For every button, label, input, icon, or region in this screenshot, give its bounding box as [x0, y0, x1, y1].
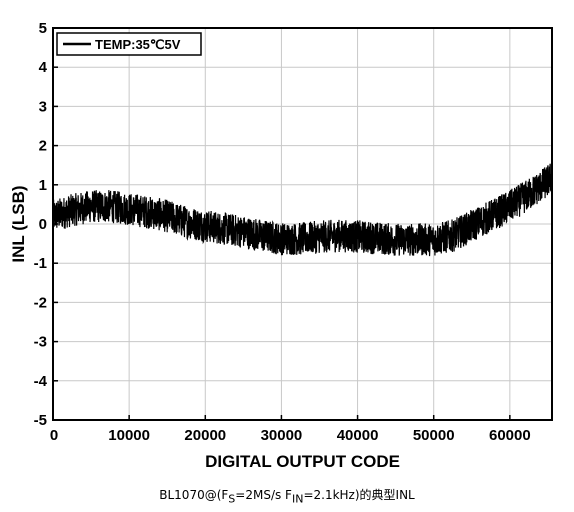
- caption-mid: =2MS/s F: [235, 488, 292, 502]
- x-tick-label: 40000: [337, 427, 379, 444]
- x-tick-label: 50000: [413, 427, 455, 444]
- y-tick-label: -1: [34, 255, 47, 272]
- caption-sub-in: IN: [291, 492, 304, 506]
- x-tick-label: 0: [50, 427, 58, 444]
- legend-entry: TEMP:35℃5V: [95, 37, 181, 52]
- caption-prefix: BL1070@(F: [159, 488, 229, 502]
- y-tick-label: -4: [34, 373, 48, 390]
- inl-trace: [52, 163, 553, 257]
- y-tick-label: -3: [34, 334, 47, 351]
- caption-suffix: =2.1kHz)的典型INL: [303, 488, 415, 502]
- x-axis-label: DIGITAL OUTPUT CODE: [205, 452, 400, 471]
- figure-caption: BL1070@(FS=2MS/s FIN=2.1kHz)的典型INL: [0, 486, 574, 505]
- inl-chart: 0 10000 20000 30000 40000 50000 60000 5 4 3 2 1 0 -1 -…: [9, 20, 553, 471]
- inl-series: [52, 163, 553, 257]
- legend: TEMP:35℃5V: [56, 32, 202, 56]
- y-axis-label: INL (LSB): [9, 185, 28, 262]
- y-tick-label: 3: [39, 98, 47, 115]
- y-tick-label: 1: [39, 177, 47, 194]
- x-tick-label: 30000: [261, 427, 303, 444]
- y-tick-label: -5: [34, 412, 47, 429]
- y-tick-label: -2: [34, 294, 47, 311]
- x-tick-label: 10000: [108, 427, 150, 444]
- y-tick-label: 0: [39, 216, 47, 233]
- x-tick-label: 60000: [489, 427, 531, 444]
- plot-frame: [52, 27, 553, 421]
- y-tick-label: 5: [39, 20, 47, 37]
- x-tick-label: 20000: [184, 427, 226, 444]
- y-tick-label: 4: [39, 59, 48, 76]
- legend-box: [56, 32, 202, 56]
- y-tick-label: 2: [39, 138, 47, 155]
- tick-labels: 0 10000 20000 30000 40000 50000 60000 5 4 3 2 1 0 -1 -…: [34, 20, 531, 444]
- caption-sub-s: S: [228, 492, 236, 506]
- grid: [53, 28, 552, 420]
